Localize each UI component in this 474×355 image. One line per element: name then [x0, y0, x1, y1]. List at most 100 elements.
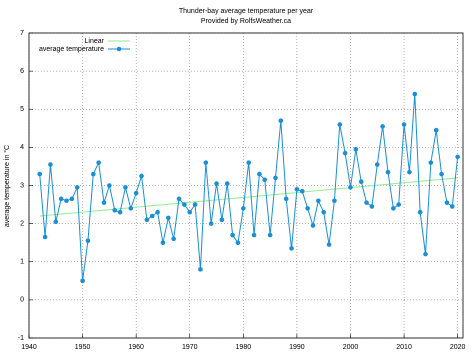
series-line [39, 93, 459, 281]
data-point [101, 200, 107, 205]
data-point [353, 146, 359, 152]
data-point [37, 171, 43, 177]
data-point [241, 206, 246, 211]
x-tick-label: 1940 [21, 344, 37, 351]
legend-label: average temperature [39, 46, 104, 53]
data-point [439, 171, 444, 177]
data-point [267, 232, 273, 238]
data-point [160, 240, 166, 245]
x-tick-label: 1980 [236, 344, 252, 351]
data-point [214, 181, 219, 186]
data-point [417, 209, 423, 215]
data-point [385, 169, 391, 175]
y-tick-label: 4 [20, 144, 24, 151]
data-point [321, 209, 326, 215]
y-tick-label: 3 [20, 182, 24, 189]
data-point [455, 154, 460, 160]
data-point [273, 175, 278, 181]
data-point [123, 185, 128, 190]
data-point [251, 232, 257, 238]
data-point [112, 207, 118, 213]
data-point [423, 251, 428, 257]
data-point [283, 196, 289, 202]
data-point [155, 209, 160, 215]
data-point [289, 246, 294, 251]
data-point [326, 242, 332, 247]
x-tick-label: 1990 [289, 344, 305, 351]
data-point [310, 223, 316, 228]
y-tick-label: -1 [18, 335, 24, 342]
y-tick-label: 7 [20, 30, 24, 37]
data-point [332, 198, 337, 204]
data-point [53, 219, 59, 225]
data-point [198, 267, 203, 272]
x-tick-label: 2020 [450, 344, 466, 351]
y-tick-label: 6 [20, 68, 24, 75]
x-tick-label: 2000 [343, 344, 359, 351]
data-point [117, 209, 123, 215]
x-tick-label: 1950 [75, 344, 91, 351]
data-point [219, 217, 225, 223]
data-point [171, 236, 176, 242]
data-point [337, 122, 343, 127]
data-point [391, 206, 396, 211]
data-point [192, 202, 198, 207]
data-point [342, 150, 348, 156]
data-point [166, 215, 171, 221]
data-point [69, 196, 75, 202]
data-point [48, 162, 53, 167]
data-point [90, 171, 96, 177]
data-point [380, 124, 385, 129]
y-tick-label: 2 [20, 220, 24, 227]
data-point [230, 232, 235, 238]
data-point [396, 202, 402, 207]
data-point [294, 187, 300, 192]
data-point [444, 200, 450, 205]
data-point [139, 173, 144, 179]
data-point [262, 177, 268, 183]
x-tick-label: 1960 [128, 344, 144, 351]
data-point [187, 209, 193, 215]
data-point [182, 202, 187, 207]
data-point [149, 213, 155, 219]
data-point [208, 221, 214, 226]
series-line [39, 177, 458, 217]
data-point [316, 198, 321, 204]
data-point [428, 160, 434, 165]
data-point [235, 240, 241, 245]
data-point [257, 171, 262, 177]
data-point [348, 185, 353, 190]
chart-subtitle: Provided by RolfsWeather.ca [201, 18, 291, 25]
data-point [407, 169, 412, 175]
data-point [369, 204, 375, 209]
data-point [64, 198, 69, 204]
data-point [412, 91, 418, 97]
data-point [299, 188, 305, 194]
data-point [176, 196, 182, 202]
data-point [305, 206, 310, 211]
y-tick-label: 0 [20, 297, 24, 304]
legend-marker [116, 46, 122, 52]
data-point [401, 122, 407, 127]
data-point [107, 183, 112, 188]
y-tick-label: 5 [20, 106, 24, 113]
data-point [246, 160, 251, 165]
y-tick-label: 1 [20, 259, 24, 266]
data-point [224, 181, 230, 186]
chart-title: Thunder-bay average temperature per year [179, 8, 314, 15]
data-point [85, 238, 91, 244]
data-point [58, 196, 64, 202]
data-point [374, 162, 380, 167]
data-point [449, 204, 455, 209]
data-point [433, 127, 439, 133]
y-axis-label: average temperature in °C [3, 145, 11, 227]
data-point [358, 179, 364, 184]
data-point [80, 278, 85, 284]
data-point [144, 217, 150, 223]
data-point [96, 160, 101, 165]
data-point [203, 160, 209, 165]
legend-label: Linear [85, 38, 105, 45]
data-point [42, 234, 48, 240]
x-tick-label: 1970 [182, 344, 198, 351]
